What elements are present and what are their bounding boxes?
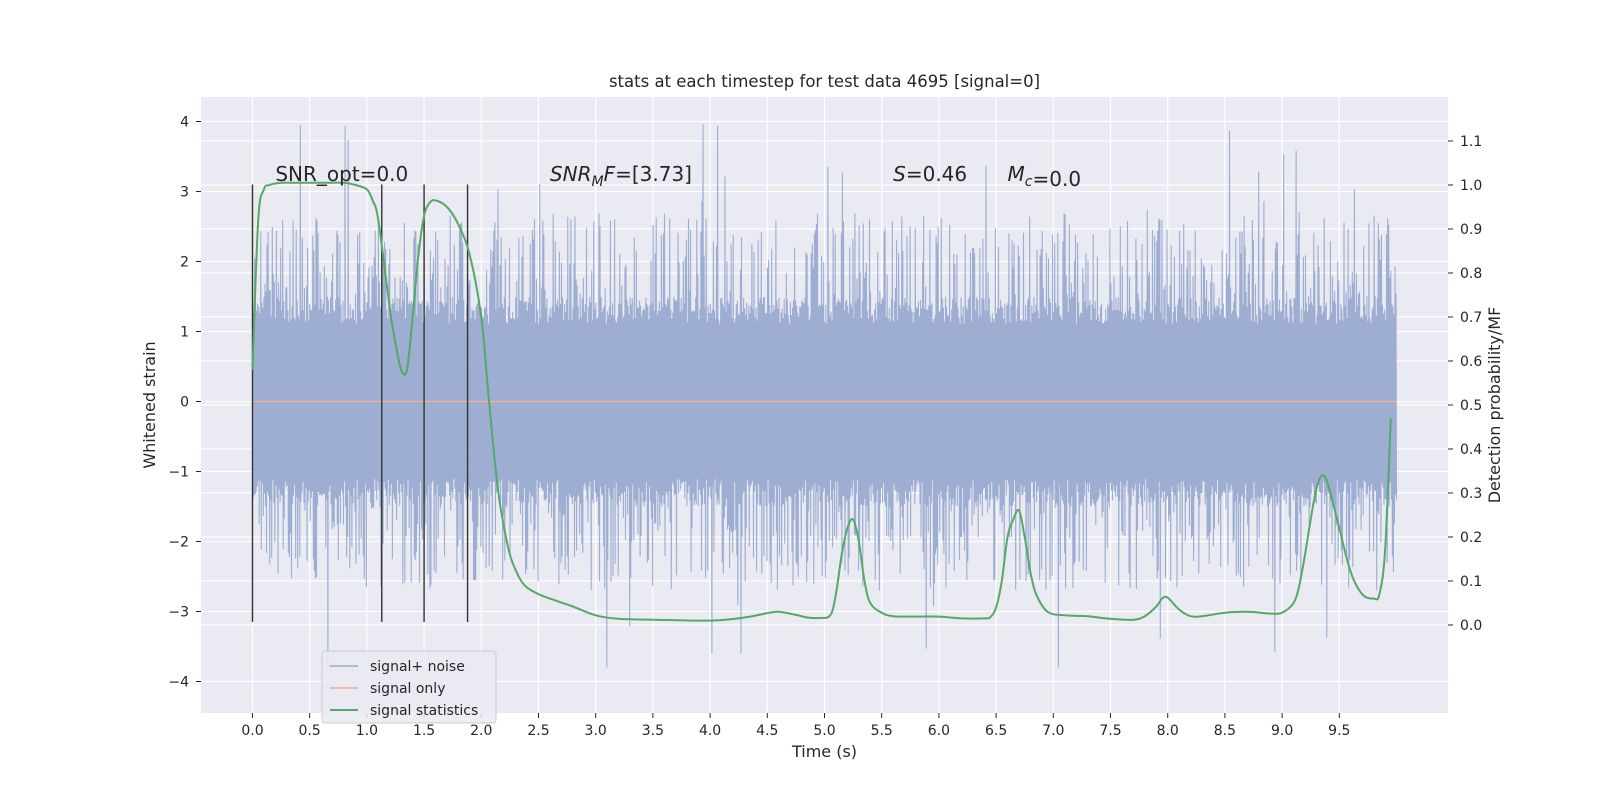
series-signal-noise	[251, 124, 1398, 668]
y-tick-label-6: −2	[168, 535, 189, 551]
y-tick-label-8: −4	[168, 675, 189, 691]
y-tick-label-3: 1	[180, 325, 189, 341]
y2-tick-label-11: 0.0	[1460, 618, 1482, 634]
vertical-markers	[251, 184, 469, 622]
y2-tick-label-8: 0.3	[1460, 486, 1482, 502]
annotation-2: S=0.46	[893, 162, 967, 186]
x-tick-label-4: 2.0	[470, 723, 492, 739]
x-tick-label-16: 8.0	[1157, 723, 1179, 739]
y-tick-label-5: −1	[168, 465, 189, 481]
signal-statistics-line	[251, 181, 1392, 622]
y2-tick-label-9: 0.2	[1460, 530, 1482, 546]
x-tick-label-13: 6.5	[985, 723, 1007, 739]
x-tick-label-1: 0.5	[299, 723, 321, 739]
x-tick-label-3: 1.5	[413, 723, 435, 739]
y2-tick-label-0: 1.1	[1460, 134, 1482, 150]
x-tick-label-17: 8.5	[1214, 723, 1236, 739]
x-tick-label-9: 4.5	[756, 723, 778, 739]
y2-tick-label-7: 0.4	[1460, 442, 1482, 458]
x-axis-label: Time (s)	[791, 742, 857, 761]
x-tick-label-15: 7.5	[1099, 723, 1121, 739]
y-tick-label-2: 2	[180, 255, 189, 271]
x-tick-label-2: 1.0	[356, 723, 378, 739]
legend: signal+ noise signal only signal statist…	[321, 650, 497, 724]
y-axis-label: Whitened strain	[140, 341, 159, 468]
signal-noise-line	[251, 124, 1398, 668]
x-tick-label-8: 4.0	[699, 723, 721, 739]
legend-label-signal-only: signal only	[370, 681, 445, 697]
y-tick-label-0: 4	[180, 115, 189, 131]
annotation-1: SNRMF=[3.73]	[550, 162, 692, 190]
x-tick-label-7: 3.5	[642, 723, 664, 739]
y2-tick-label-10: 0.1	[1460, 574, 1482, 590]
legend-box	[321, 650, 497, 724]
x-tick-label-0: 0.0	[241, 723, 263, 739]
chart-title: stats at each timestep for test data 469…	[609, 72, 1040, 91]
x-tick-label-19: 9.5	[1328, 723, 1350, 739]
y-tick-label-4: 0	[180, 395, 189, 411]
y2-tick-label-2: 0.9	[1460, 222, 1482, 238]
legend-label-signal-noise: signal+ noise	[370, 659, 465, 675]
y2-tick-label-6: 0.5	[1460, 398, 1482, 414]
y2-tick-label-3: 0.8	[1460, 266, 1482, 282]
x-tick-label-18: 9.0	[1271, 723, 1293, 739]
x-tick-label-6: 3.0	[585, 723, 607, 739]
legend-label-signal-statistics: signal statistics	[370, 703, 478, 719]
annotations: SNR_opt=0.0 SNRMF=[3.73] S=0.46 Mc=0.0	[275, 162, 1081, 191]
x-tick-label-10: 5.0	[813, 723, 835, 739]
annotation-3: Mc=0.0	[1008, 162, 1082, 191]
x-tick-label-14: 7.0	[1042, 723, 1064, 739]
y-tick-label-7: −3	[168, 605, 189, 621]
x-tick-label-5: 2.5	[527, 723, 549, 739]
y2-tick-label-1: 1.0	[1460, 178, 1482, 194]
annotation-0: SNR_opt=0.0	[275, 162, 408, 186]
y2-tick-label-5: 0.6	[1460, 354, 1482, 370]
series-signal-statistics	[251, 181, 1392, 622]
y2-tick-label-4: 0.7	[1460, 310, 1482, 326]
axis-ticks: 0.0 0.5 1.0 1.5 2.0 2.5 3.0 3.5 4.0 4.5 5.0 5.5 6.0 6…	[168, 115, 1482, 740]
x-tick-label-11: 5.5	[871, 723, 893, 739]
x-tick-label-12: 6.0	[928, 723, 950, 739]
y2-axis-label: Detection probability/MF	[1485, 307, 1504, 504]
y-tick-label-1: 3	[180, 185, 189, 201]
